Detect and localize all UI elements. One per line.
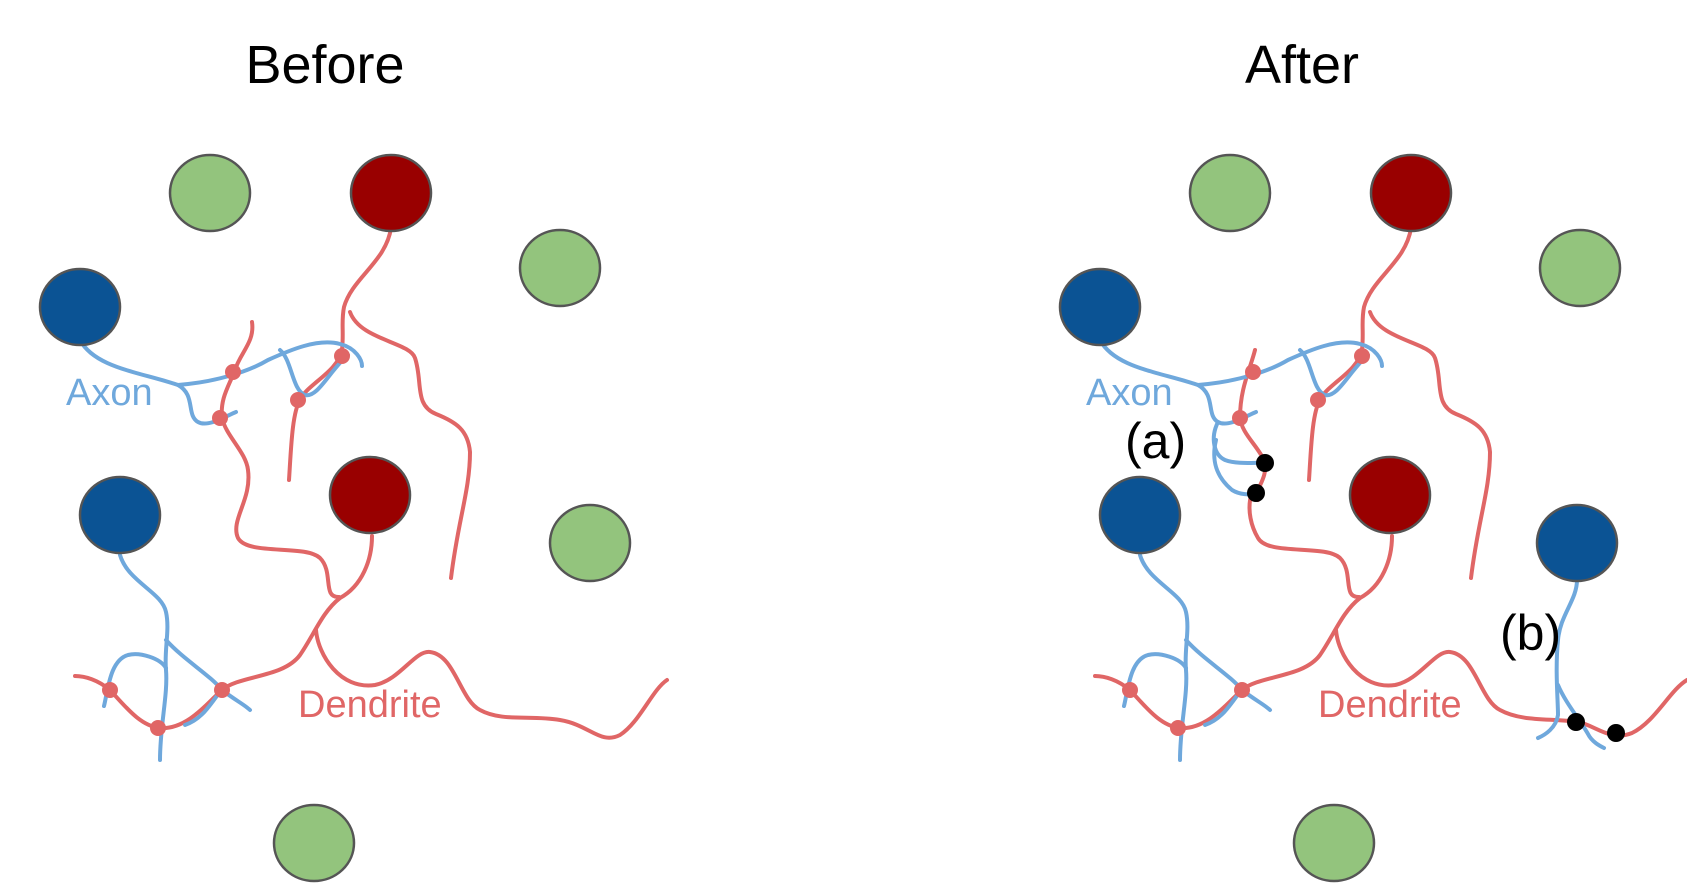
excitatory-neuron <box>1369 153 1453 233</box>
inhibitory-neuron <box>1098 475 1182 555</box>
dendrite-path <box>219 320 341 599</box>
excitatory-neuron <box>349 153 433 233</box>
dendrite-path <box>1368 310 1492 580</box>
axon-path <box>1212 438 1258 497</box>
inhibitory-neuron <box>1058 267 1142 347</box>
glia-cell <box>518 228 602 308</box>
glia-cell <box>1292 803 1376 883</box>
synapse-dot <box>1245 364 1261 380</box>
inhibitory-neuron <box>38 267 122 347</box>
dendrite-path <box>348 310 472 580</box>
after-panel: After <box>1058 35 1687 883</box>
glia-cell <box>1188 153 1272 233</box>
synapse-dot <box>334 348 350 364</box>
axon-label: Axon <box>1086 372 1173 414</box>
before-panel: Before <box>38 35 669 883</box>
dendrite-path <box>314 628 669 740</box>
synapse-dot <box>214 682 230 698</box>
synapse-dot <box>1310 392 1326 408</box>
axon-path <box>78 338 364 387</box>
synapse-dot <box>1170 720 1186 736</box>
dendrite-path <box>1334 628 1687 738</box>
axon-path <box>1556 683 1606 750</box>
after-network: Axon Dendrite (a) (b) <box>1058 153 1687 883</box>
axon-path <box>102 652 168 708</box>
new-synapse-dot <box>1247 484 1265 502</box>
glia-cell <box>168 153 252 233</box>
marker-b-label: (b) <box>1500 605 1561 661</box>
synapse-dot <box>1234 682 1250 698</box>
synapse-dot <box>1232 410 1248 426</box>
dendrite-label: Dendrite <box>298 684 442 726</box>
axon-path <box>1211 420 1268 465</box>
glia-cell <box>548 503 632 583</box>
axon-path <box>1184 638 1272 712</box>
excitatory-neuron <box>1348 455 1432 535</box>
after-title: After <box>1245 35 1359 95</box>
dendrite-path <box>1247 490 1361 599</box>
before-cells <box>38 153 632 883</box>
glia-cell <box>1538 228 1622 308</box>
synapse-dot <box>212 410 228 426</box>
synapse-dot <box>150 720 166 736</box>
inhibitory-neuron <box>78 475 162 555</box>
glia-cell <box>272 803 356 883</box>
synapse-dot <box>225 364 241 380</box>
new-synapse-dot <box>1256 454 1274 472</box>
marker-a-label: (a) <box>1125 413 1186 469</box>
synapse-dot <box>1354 348 1370 364</box>
axon-path <box>1122 652 1188 708</box>
new-synapse-dot <box>1567 713 1585 731</box>
new-synapse-dot <box>1607 724 1625 742</box>
synapse-dot <box>1122 682 1138 698</box>
excitatory-neuron <box>328 455 412 535</box>
inhibitory-neuron <box>1535 503 1619 583</box>
before-synapses <box>102 348 350 736</box>
axon-label: Axon <box>66 372 153 414</box>
axon-path <box>1098 338 1384 387</box>
after-cells <box>1058 153 1622 883</box>
after-synapses <box>1122 348 1370 736</box>
dendrite-label: Dendrite <box>1318 684 1462 726</box>
axon-path <box>1536 578 1579 740</box>
synapse-dot <box>290 392 306 408</box>
axon-path <box>1298 348 1370 398</box>
axon-path <box>164 638 252 712</box>
synapse-dot <box>102 682 118 698</box>
axon-path <box>278 348 350 398</box>
after-new-synapses <box>1247 454 1625 742</box>
before-title: Before <box>245 35 404 95</box>
